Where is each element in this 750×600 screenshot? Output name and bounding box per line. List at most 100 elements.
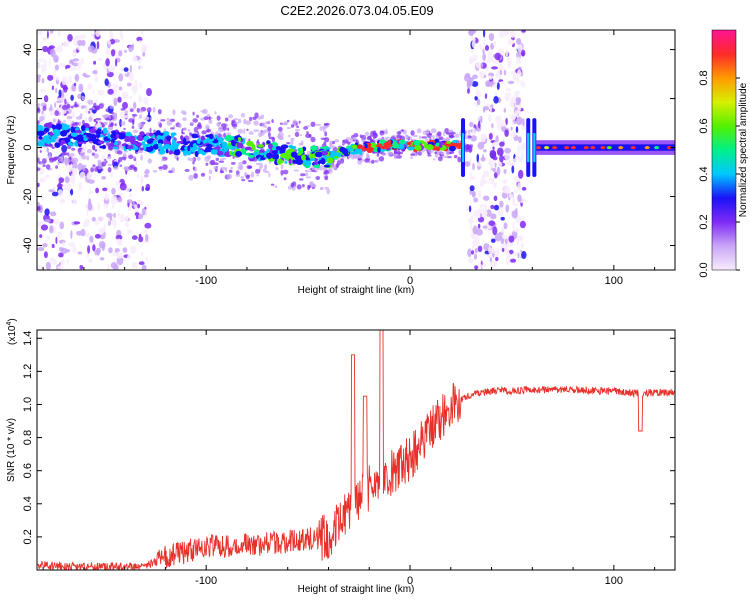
ridge-haze — [315, 123, 322, 127]
noise-speck — [505, 88, 512, 92]
ridge-haze — [430, 135, 436, 138]
chart-title: C2E2.2026.073.04.05.E09 — [280, 3, 433, 18]
ridge-haze — [77, 147, 82, 153]
ridge-haze — [181, 132, 185, 135]
noise-speck — [486, 59, 491, 64]
ridge-blob — [286, 155, 294, 161]
ridge-haze — [188, 157, 195, 162]
ridge-haze — [166, 120, 173, 126]
ridge-blob — [205, 143, 213, 148]
ridge-blob — [125, 136, 130, 140]
ridge-blob — [97, 128, 102, 132]
noise-speck — [121, 91, 129, 99]
noise-speck — [93, 60, 97, 65]
ridge-haze — [176, 157, 179, 161]
ridge-blob — [38, 135, 43, 140]
ridge-blob — [235, 150, 243, 157]
noise-speck — [95, 187, 99, 194]
ridge-blob — [43, 127, 50, 133]
ridge-haze — [95, 105, 101, 111]
noise-speck — [87, 45, 95, 53]
ridge-blob — [51, 124, 56, 129]
noise-speck — [37, 265, 43, 270]
ridge-blob — [208, 133, 214, 140]
noise-speck — [111, 87, 118, 96]
noise-speck — [512, 197, 515, 206]
noise-speck — [464, 161, 471, 167]
ridge-haze — [124, 168, 131, 171]
noise-speck — [471, 40, 476, 48]
noise-speck — [95, 30, 101, 37]
ridge-haze — [133, 166, 137, 170]
noise-speck — [145, 183, 151, 191]
ridge-blob — [325, 147, 331, 150]
noise-speck — [511, 100, 515, 109]
noise-speck — [104, 78, 109, 86]
ridge-haze — [193, 173, 198, 179]
noise-speck — [494, 233, 502, 242]
ridge-haze — [217, 121, 221, 128]
noise-speck — [484, 45, 490, 51]
ridge-haze — [366, 153, 370, 159]
ridge-haze — [275, 167, 279, 171]
ridge-haze — [430, 128, 437, 134]
noise-speck — [66, 258, 70, 264]
ridge-blob — [413, 139, 421, 146]
noise-speck — [141, 264, 147, 270]
ridge-blob — [290, 145, 297, 150]
noise-speck — [518, 136, 522, 144]
noise-speck — [474, 265, 479, 270]
ridge-haze — [322, 125, 328, 129]
ridge-haze — [353, 133, 359, 138]
noise-speck — [522, 81, 526, 88]
noise-speck — [89, 235, 94, 243]
colorbar-tick-label: 0.8 — [698, 70, 710, 85]
ridge-blob — [364, 143, 368, 149]
ridge-haze — [295, 128, 300, 132]
noise-speck — [482, 170, 490, 178]
noise-speck — [512, 158, 517, 163]
ridge-haze — [139, 110, 144, 113]
ridge-haze — [80, 105, 85, 109]
ridge-blob — [385, 141, 391, 148]
ridge-haze — [228, 169, 233, 173]
noise-speck — [99, 257, 105, 261]
ridge-haze — [302, 184, 305, 188]
noise-speck — [38, 58, 44, 63]
ridge-haze — [37, 106, 40, 113]
ridge-haze — [304, 169, 309, 173]
noise-speck — [511, 210, 518, 219]
noise-speck — [508, 235, 515, 243]
ridge-haze — [255, 162, 261, 166]
ridge-blob — [83, 137, 88, 142]
noise-speck — [57, 189, 63, 198]
ridge-haze — [324, 137, 330, 143]
ridge-blob — [266, 152, 273, 159]
noise-speck — [499, 141, 505, 147]
ridge-haze — [86, 155, 90, 161]
noise-speck — [473, 253, 478, 260]
ridge-haze — [280, 137, 284, 140]
ridge-haze — [298, 142, 302, 146]
noise-speck — [496, 147, 504, 156]
snr-chart: -100 0 100 0.2 0.4 0.6 0.8 1.0 1.2 1.4 Height of … — [6, 318, 676, 595]
noise-speck — [467, 248, 472, 258]
ridge-haze — [246, 128, 249, 132]
noise-speck — [126, 82, 132, 87]
noise-speck — [77, 93, 82, 100]
noise-speck — [108, 65, 116, 73]
ridge-blob — [406, 141, 412, 146]
noise-speck — [122, 247, 128, 253]
noise-speck — [44, 174, 51, 179]
ridge-haze — [434, 153, 439, 158]
ridge-blob — [61, 124, 70, 131]
noise-speck — [113, 212, 116, 218]
ridge-haze — [160, 158, 166, 162]
spike-core — [527, 132, 530, 163]
noise-speck — [72, 199, 78, 205]
ridge-haze — [95, 117, 102, 121]
ridge-blob — [139, 131, 145, 137]
ridge-haze — [86, 149, 92, 154]
ridge-blob — [246, 140, 254, 147]
ridge-haze — [124, 110, 128, 114]
